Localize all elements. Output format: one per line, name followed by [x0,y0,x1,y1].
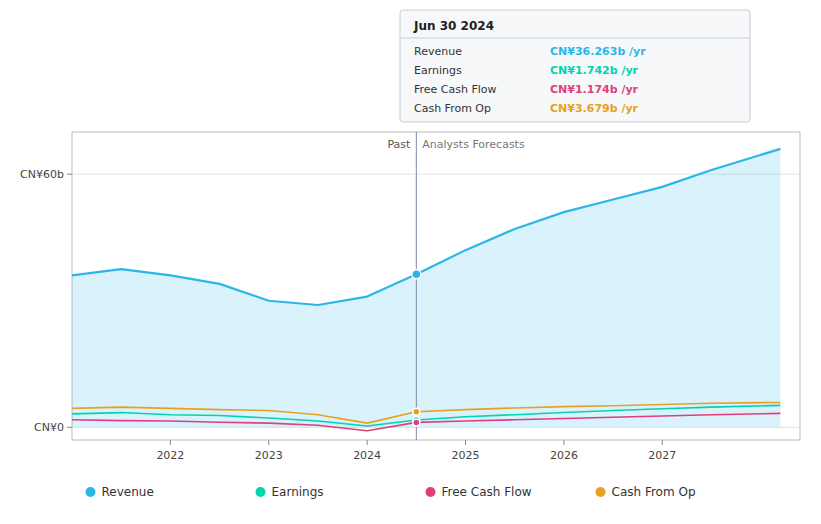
tooltip-row-name: Revenue [414,45,462,58]
area [72,149,780,427]
tooltip-divider [400,38,750,39]
x-tick [465,440,466,445]
line [72,149,780,305]
tooltip-row-value: CN¥3.679b /yr [550,102,639,115]
legend-label: Revenue [102,485,154,499]
x-tick [170,440,171,445]
point [413,408,420,415]
tooltip-row-value: CN¥1.174b /yr [550,83,639,96]
annotation: Past [387,138,411,151]
legend-swatch [426,487,436,497]
chart-svg: CN¥0 CN¥60b 2022 2023 2024 2025 2026 2027 Past An… [0,0,821,524]
grid-line [72,174,800,175]
tooltip-row-value: CN¥36.263b /yr [550,45,646,58]
tooltip-row-value: CN¥1.742b /yr [550,64,639,77]
chart-container: CN¥0 CN¥60b 2022 2023 2024 2025 2026 2027 Past An… [0,0,821,524]
x-tick-label: 2026 [550,449,578,462]
split-line [416,132,417,440]
y-tick-label: CN¥0 [34,421,64,434]
x-tick [268,440,269,445]
line [72,402,780,423]
x-tick-label: 2024 [353,449,381,462]
annotation: Analysts Forecasts [422,138,525,151]
y-tick-label: CN¥60b [20,168,64,181]
x-tick-label: 2025 [452,449,480,462]
tooltip-title: Jun 30 2024 [413,19,494,33]
legend-label: Cash From Op [612,485,696,499]
legend-swatch [86,487,96,497]
legend-swatch [256,487,266,497]
tooltip-box [400,10,750,122]
x-tick-label: 2023 [255,449,283,462]
plot-frame [72,132,800,440]
x-tick-label: 2027 [648,449,676,462]
tooltip-row-name: Cash From Op [414,102,491,115]
legend: Revenue Earnings Free Cash Flow Cash From O… [86,485,696,499]
y-tick [67,174,72,175]
legend-label: Free Cash Flow [442,485,532,499]
tooltip-row-name: Earnings [414,64,462,77]
legend-swatch [596,487,606,497]
plot-area [72,132,780,440]
tooltip-row-name: Free Cash Flow [414,83,497,96]
legend-label: Earnings [272,485,324,499]
x-tick-label: 2022 [156,449,184,462]
x-tick [563,440,564,445]
point [413,419,420,426]
tooltip: Jun 30 2024 Revenue CN¥36.263b /yr Earnings… [400,10,750,122]
point [412,270,421,279]
line [72,413,780,430]
x-tick [662,440,663,445]
y-tick [67,427,72,428]
x-tick [367,440,368,445]
